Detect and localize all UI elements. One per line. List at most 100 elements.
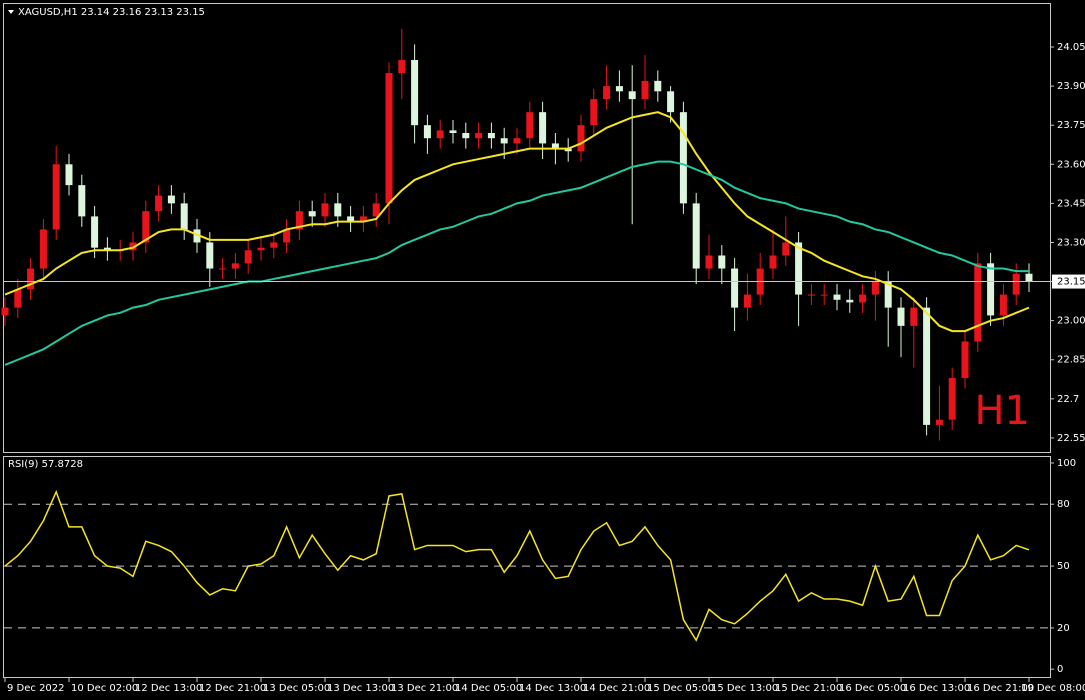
- candle-body: [423, 125, 431, 139]
- candle-body: [987, 263, 995, 316]
- x-tick-label: 15 Dec 05:00: [647, 683, 714, 694]
- candle-body: [795, 242, 803, 295]
- x-tick-label: 13 Dec 21:00: [391, 683, 458, 694]
- timeframe-annotation: H1: [974, 388, 1030, 434]
- y-tick-label: 50: [1057, 561, 1070, 572]
- candle-body: [846, 299, 854, 303]
- candle-body: [1012, 273, 1020, 295]
- candle-body: [231, 263, 239, 269]
- candle-body: [449, 130, 457, 134]
- candle-body: [897, 307, 905, 326]
- candle-body: [91, 216, 99, 248]
- candle-body: [398, 60, 406, 74]
- candle-body: [52, 164, 60, 230]
- candle-body: [244, 250, 252, 264]
- menu-arrow: [8, 10, 14, 14]
- rsi-title: RSI(9) 57.8728: [8, 459, 83, 470]
- candle-body: [871, 281, 879, 295]
- candle-body: [219, 268, 227, 270]
- chart-title: XAGUSD,H1 23.14 23.16 23.13 23.15: [18, 7, 205, 18]
- candle-body: [167, 195, 175, 204]
- candle-body: [411, 60, 419, 126]
- candle-body: [935, 419, 943, 425]
- candle-body: [462, 133, 470, 139]
- x-tick-label: 19 Dec 08:00: [1021, 683, 1085, 694]
- x-tick-label: 12 Dec 21:00: [199, 683, 266, 694]
- candle-body: [820, 294, 828, 296]
- candle-body: [475, 133, 483, 139]
- candle-body: [180, 203, 188, 230]
- candle-body: [103, 247, 111, 251]
- candle-body: [692, 203, 700, 269]
- candle-body: [731, 268, 739, 308]
- candle-body: [999, 294, 1007, 316]
- candle-body: [564, 148, 572, 152]
- y-tick-label: 23.30: [1057, 237, 1085, 248]
- candle-body: [334, 203, 342, 217]
- candle-body: [436, 130, 444, 139]
- candle-body: [513, 138, 521, 144]
- x-tick-label: 16 Dec 21:00: [967, 683, 1034, 694]
- y-tick-label: 24.05: [1057, 42, 1085, 53]
- y-tick-label: 100: [1057, 458, 1076, 469]
- candle-body: [782, 242, 790, 256]
- y-tick-label: 22.7: [1057, 394, 1079, 405]
- candle-body: [78, 185, 86, 217]
- last-price-label-box: [1052, 274, 1085, 289]
- candle-body: [833, 294, 841, 300]
- x-tick-label: 15 Dec 21:00: [775, 683, 842, 694]
- x-tick-label: 16 Dec 05:00: [839, 683, 906, 694]
- x-tick-label: 15 Dec 13:00: [711, 683, 778, 694]
- candle-body: [577, 125, 585, 152]
- candle-body: [539, 112, 547, 144]
- x-tick-label: 10 Dec 02:00: [71, 683, 138, 694]
- y-tick-label: 0: [1057, 664, 1063, 675]
- candle-body: [679, 112, 687, 204]
- candle-body: [526, 112, 534, 139]
- candle-body: [667, 91, 675, 113]
- candle-body: [859, 294, 867, 303]
- candle-body: [603, 86, 611, 100]
- candle-body: [27, 268, 35, 290]
- moving-average-line: [4, 111, 1030, 333]
- x-tick-label: 13 Dec 13:00: [327, 683, 394, 694]
- candle-body: [923, 307, 931, 425]
- candle-body: [961, 341, 969, 378]
- candle-body: [65, 164, 73, 186]
- x-tick-label: 14 Dec 13:00: [519, 683, 586, 694]
- candle-body: [974, 263, 982, 342]
- rsi-line: [4, 489, 1030, 642]
- candle-body: [295, 211, 303, 230]
- y-tick-label: 22.55: [1057, 433, 1085, 444]
- candle-body: [615, 86, 623, 92]
- y-tick-label: 20: [1057, 623, 1070, 634]
- x-tick-label: 14 Dec 21:00: [583, 683, 650, 694]
- candle-body: [1025, 273, 1033, 282]
- candle-body: [308, 211, 316, 217]
- candle-body: [372, 203, 380, 217]
- candle-body: [321, 203, 329, 217]
- candle-body: [14, 289, 22, 308]
- y-tick-label: 23.75: [1057, 120, 1085, 131]
- candle-body: [948, 377, 956, 420]
- candle-body: [385, 73, 393, 204]
- candle-body: [705, 255, 713, 269]
- rsi-panel-frame: [3, 456, 1051, 678]
- candle-body: [142, 211, 150, 243]
- candle-body: [500, 138, 508, 144]
- y-tick-label: 23.15: [1057, 277, 1085, 288]
- candle-body: [270, 242, 278, 248]
- candle-body: [628, 91, 636, 100]
- candle-body: [1, 307, 9, 316]
- candle-body: [884, 281, 892, 308]
- y-tick-label: 22.85: [1057, 355, 1085, 366]
- y-tick-label: 23.60: [1057, 159, 1085, 170]
- candle-body: [641, 80, 649, 100]
- candle-body: [718, 255, 726, 269]
- candle-body: [487, 133, 495, 139]
- candle-body: [590, 99, 598, 126]
- candle-body: [206, 242, 214, 269]
- candle-body: [155, 195, 163, 212]
- candle-body: [129, 242, 137, 251]
